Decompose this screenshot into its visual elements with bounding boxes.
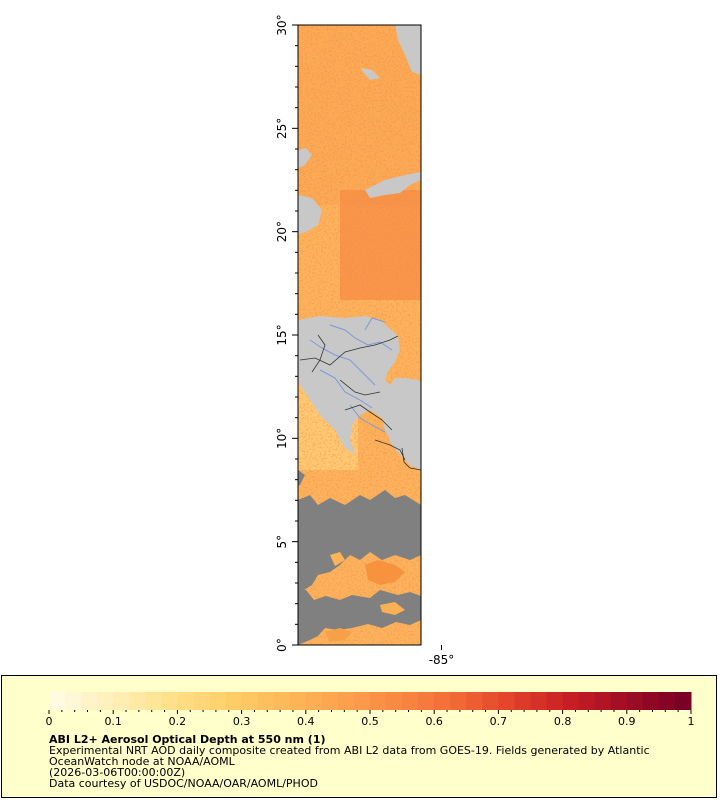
map-panel: 0° 5° 10° 15° 20° 25° 30° -85° — [275, 14, 455, 667]
colorbar-cell — [289, 692, 307, 710]
land-west — [298, 195, 322, 234]
colorbar-cell — [337, 692, 355, 710]
map-area — [298, 25, 421, 645]
colorbar-cell — [273, 692, 291, 710]
colorbar-tick-label: 1 — [688, 715, 695, 728]
colorbar-cell — [241, 692, 259, 710]
colorbar-cell — [81, 692, 98, 710]
land-cuba — [365, 172, 421, 198]
colorbar-cell — [113, 692, 130, 710]
colorbar-cell — [658, 692, 676, 710]
colorbar-cell — [177, 692, 194, 710]
colorbar-tick-label: 0.3 — [233, 715, 251, 728]
legend-title: ABI L2+ Aerosol Optical Depth at 550 nm … — [49, 733, 326, 746]
colorbar-cell — [209, 692, 227, 710]
legend-credit: Data courtesy of USDOC/NOAA/OAR/AOML/PHO… — [49, 777, 318, 790]
colorbar-cell — [530, 692, 548, 710]
colorbar-tick-label: 0.4 — [297, 715, 315, 728]
lat-tick-label: 25° — [275, 118, 289, 139]
lat-tick-label: 20° — [275, 221, 289, 242]
colorbar-cell — [402, 692, 419, 710]
lat-tick-label: 10° — [275, 428, 289, 449]
no-data-region — [298, 490, 421, 590]
colorbar-cell — [514, 692, 531, 710]
legend-description-line-1: Experimental NRT AOD daily composite cre… — [49, 744, 650, 757]
colorbar-tick-label: 0.5 — [361, 715, 379, 728]
colorbar-cell — [418, 692, 435, 710]
colorbar-cell — [225, 692, 243, 710]
colorbar-cell — [161, 692, 178, 710]
legend-timestamp: (2026-03-06T00:00:00Z) — [49, 766, 186, 779]
colorbar-cell — [321, 692, 339, 710]
longitude-axis: -85° — [429, 645, 455, 667]
colorbar-tick-label: 0.6 — [425, 715, 443, 728]
colorbar-ticks: 0 0.1 0.2 0.3 0.4 0.5 0.6 0.7 0.8 0.9 1 — [46, 710, 695, 728]
map-figure: 0° 5° 10° 15° 20° 25° 30° -85° — [275, 14, 455, 667]
colorbar-cell — [145, 692, 162, 710]
colorbar-cell — [65, 692, 82, 710]
colorbar-cell — [434, 692, 451, 710]
colorbar-cell — [370, 692, 387, 710]
colorbar-cell — [193, 692, 210, 710]
colorbar-cell — [466, 692, 483, 710]
colorbar-cell — [450, 692, 467, 710]
colorbar-cell — [498, 692, 515, 710]
lat-tick-label: 15° — [275, 324, 289, 345]
lat-tick-label: 5° — [275, 535, 289, 549]
colorbar-tick-label: 0.2 — [169, 715, 187, 728]
colorbar-cell — [49, 692, 66, 710]
colorbar-cell — [642, 692, 660, 710]
latitude-axis: 0° 5° 10° 15° 20° 25° 30° — [275, 14, 298, 652]
colorbar-tick-label: 0.7 — [490, 715, 508, 728]
land-north — [395, 25, 421, 75]
colorbar-cell — [257, 692, 275, 710]
colorbar-cell — [674, 692, 692, 710]
colorbar-cell — [97, 692, 114, 710]
colorbar-cell — [305, 692, 323, 710]
legend-panel: 0 0.1 0.2 0.3 0.4 0.5 0.6 0.7 0.8 0.9 1 ABI L2+ Ae… — [1, 675, 717, 798]
lon-tick-label: -85° — [429, 653, 455, 667]
lat-tick-label: 0° — [275, 638, 289, 652]
colorbar-tick-label: 0 — [46, 715, 53, 728]
legend-description-line-2: OceanWatch node at NOAA/AOML — [49, 755, 235, 768]
colorbar-cell — [610, 692, 628, 710]
colorbar: 0 0.1 0.2 0.3 0.4 0.5 0.6 0.7 0.8 0.9 1 — [46, 692, 695, 728]
colorbar-cell — [353, 692, 371, 710]
colorbar-cell — [562, 692, 580, 710]
colorbar-tick-label: 0.1 — [104, 715, 122, 728]
colorbar-cell — [626, 692, 644, 710]
colorbar-cell — [482, 692, 499, 710]
country-borders — [299, 334, 421, 471]
rivers — [309, 317, 393, 433]
colorbar-cell — [594, 692, 612, 710]
colorbar-cell — [386, 692, 403, 710]
lat-tick-label: 30° — [275, 14, 289, 35]
colorbar-scale — [49, 692, 692, 710]
colorbar-tick-label: 0.9 — [618, 715, 636, 728]
colorbar-cell — [129, 692, 146, 710]
colorbar-cell — [546, 692, 564, 710]
colorbar-cell — [578, 692, 596, 710]
colorbar-tick-label: 0.8 — [554, 715, 572, 728]
